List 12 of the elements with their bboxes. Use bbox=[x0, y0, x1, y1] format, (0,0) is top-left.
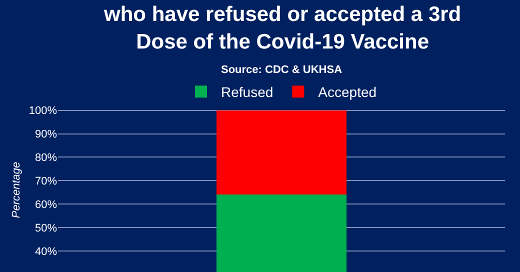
y-axis-title: Percentage bbox=[10, 162, 23, 218]
y-tick-label: 40% bbox=[34, 246, 58, 258]
legend-label: Accepted bbox=[318, 84, 377, 100]
y-tick-label: 80% bbox=[34, 152, 58, 164]
y-tick-label: 60% bbox=[34, 198, 58, 211]
chart-title: who have refused or accepted a 3rd Dose of the Covid-19 Vaccine bbox=[103, 3, 462, 54]
source-note: Source: CDC & UKHSA bbox=[221, 64, 342, 76]
y-tick-label: 100% bbox=[28, 105, 58, 118]
y-tick-label: 90% bbox=[34, 128, 58, 141]
legend-label: Refused bbox=[221, 84, 274, 100]
y-tick-label: 50% bbox=[34, 222, 58, 234]
y-tick-label: 70% bbox=[34, 175, 58, 188]
